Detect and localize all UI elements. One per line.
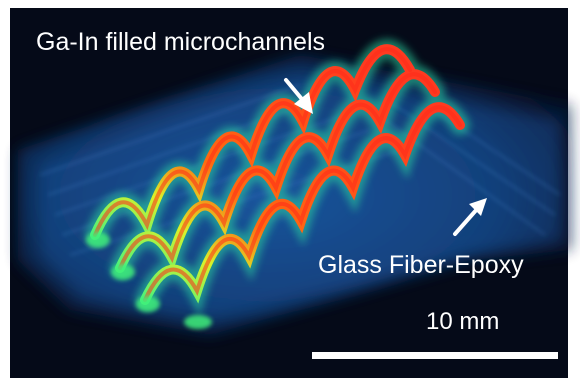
arrow-icon [453, 198, 487, 236]
channels-label: Ga-In filled microchannels [36, 28, 326, 56]
scale-bar-label: 10 mm [426, 308, 500, 335]
arrow-icon [284, 78, 313, 114]
scale-bar [312, 352, 558, 359]
microchannel-waves [85, 39, 470, 329]
epoxy-label: Glass Fiber-Epoxy [318, 251, 524, 279]
